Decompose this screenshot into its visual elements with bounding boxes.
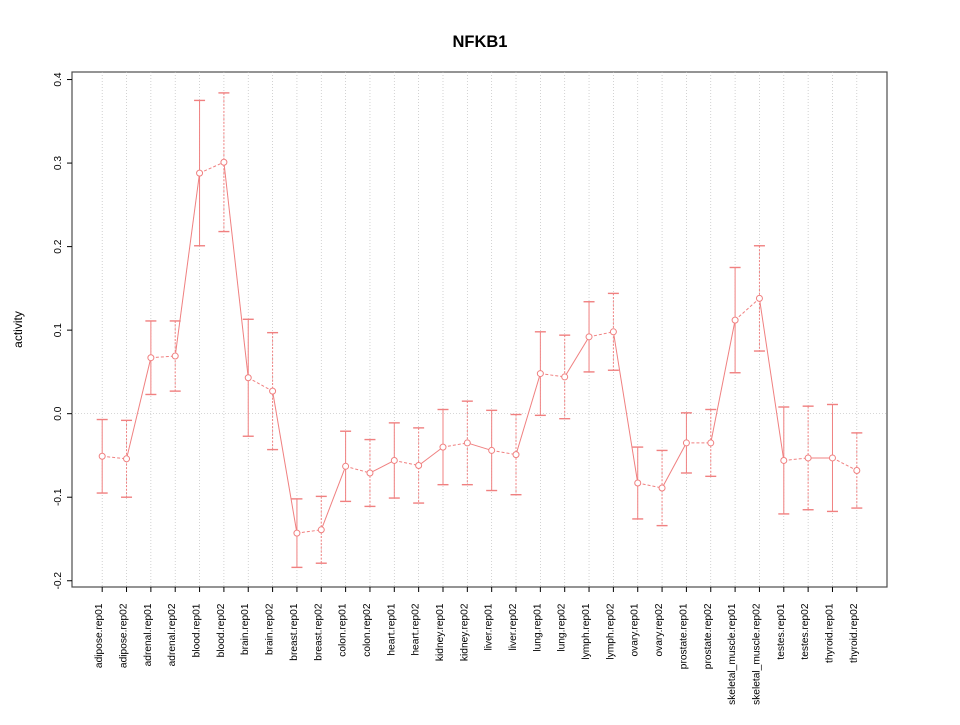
svg-text:prostate.rep02: prostate.rep02 <box>703 603 714 669</box>
svg-text:0.1: 0.1 <box>53 323 64 337</box>
svg-text:thyroid.rep02: thyroid.rep02 <box>849 603 860 663</box>
svg-text:ovary.rep01: ovary.rep01 <box>630 603 641 656</box>
svg-text:liver.rep01: liver.rep01 <box>484 603 495 650</box>
svg-text:brain.rep02: brain.rep02 <box>265 603 276 655</box>
svg-text:testes.rep02: testes.rep02 <box>800 603 811 659</box>
svg-text:kidney.rep02: kidney.rep02 <box>459 603 470 661</box>
svg-text:liver.rep02: liver.rep02 <box>508 603 519 650</box>
svg-text:activity: activity <box>11 311 25 348</box>
svg-text:thyroid.rep01: thyroid.rep01 <box>824 603 835 663</box>
svg-text:lung.rep02: lung.rep02 <box>557 603 568 651</box>
svg-text:adipose.rep02: adipose.rep02 <box>119 603 130 668</box>
svg-text:lymph.rep01: lymph.rep01 <box>581 603 592 659</box>
svg-text:blood.rep01: blood.rep01 <box>192 603 203 657</box>
svg-text:-0.2: -0.2 <box>53 572 64 590</box>
svg-text:blood.rep02: blood.rep02 <box>216 603 227 657</box>
svg-text:heart.rep02: heart.rep02 <box>411 603 422 655</box>
svg-text:brain.rep01: brain.rep01 <box>240 603 251 655</box>
svg-text:0.3: 0.3 <box>53 156 64 170</box>
svg-text:adipose.rep01: adipose.rep01 <box>94 603 105 668</box>
svg-text:colon.rep02: colon.rep02 <box>362 603 373 657</box>
svg-text:skeletal_muscle.rep01: skeletal_muscle.rep01 <box>727 603 738 705</box>
svg-text:0.2: 0.2 <box>53 239 64 253</box>
svg-text:testes.rep01: testes.rep01 <box>776 603 787 659</box>
svg-text:heart.rep01: heart.rep01 <box>386 603 397 655</box>
svg-text:adrenal.rep02: adrenal.rep02 <box>167 603 178 666</box>
svg-text:0.4: 0.4 <box>53 72 64 86</box>
svg-text:colon.rep01: colon.rep01 <box>338 603 349 657</box>
svg-text:breast.rep02: breast.rep02 <box>313 603 324 661</box>
svg-text:lung.rep01: lung.rep01 <box>532 603 543 651</box>
svg-text:breast.rep01: breast.rep01 <box>289 603 300 661</box>
svg-text:prostate.rep01: prostate.rep01 <box>678 603 689 669</box>
svg-text:ovary.rep02: ovary.rep02 <box>654 603 665 656</box>
svg-text:skeletal_muscle.rep02: skeletal_muscle.rep02 <box>751 603 762 705</box>
svg-text:adrenal.rep01: adrenal.rep01 <box>143 603 154 666</box>
svg-text:kidney.rep01: kidney.rep01 <box>435 603 446 661</box>
svg-text:lymph.rep02: lymph.rep02 <box>605 603 616 659</box>
svg-text:-0.1: -0.1 <box>53 488 64 506</box>
svg-text:0.0: 0.0 <box>53 406 64 420</box>
